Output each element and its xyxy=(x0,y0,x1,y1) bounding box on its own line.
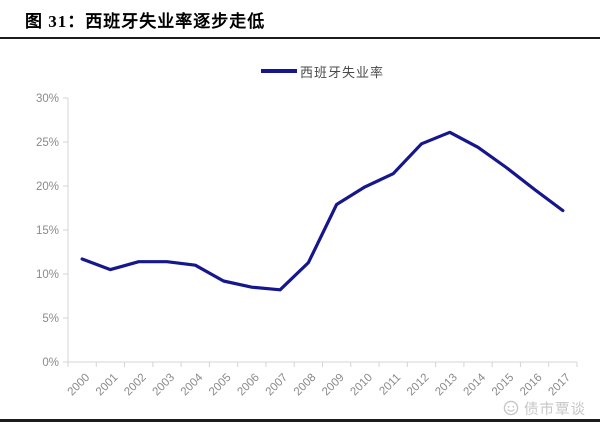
watermark-face-icon xyxy=(503,400,519,416)
figure-title: 图 31：西班牙失业率逐步走低 xyxy=(25,12,266,31)
y-tick-label: 10% xyxy=(36,269,59,281)
y-tick-label: 0% xyxy=(42,357,59,369)
legend-line-marker xyxy=(260,69,297,73)
watermark: 债市覃谈 xyxy=(502,398,586,418)
x-tick-label: 2013 xyxy=(433,372,460,399)
bottom-divider xyxy=(0,419,600,422)
y-tick-label: 25% xyxy=(36,137,59,149)
y-tick-label: 20% xyxy=(36,181,59,193)
x-tick-label: 2009 xyxy=(320,372,347,399)
y-tick-label: 30% xyxy=(36,93,59,105)
x-tick-label: 2004 xyxy=(179,371,206,398)
x-tick-label: 2010 xyxy=(348,372,375,399)
y-tick-label: 5% xyxy=(42,313,59,325)
legend-label: 西班牙失业率 xyxy=(299,64,384,80)
x-tick-label: 2016 xyxy=(518,372,545,399)
x-tick-label: 2011 xyxy=(377,372,403,398)
x-tick-label: 2008 xyxy=(292,372,319,399)
title-divider xyxy=(0,37,600,39)
x-tick-label: 2002 xyxy=(122,372,149,399)
x-tick-label: 2005 xyxy=(207,372,234,399)
x-tick-label: 2000 xyxy=(66,372,93,399)
y-tick-label: 15% xyxy=(36,225,59,237)
x-tick-label: 2014 xyxy=(462,371,489,398)
x-tick-label: 2003 xyxy=(151,372,178,399)
chart-legend: 西班牙失业率 xyxy=(68,62,577,80)
unemployment-rate-line xyxy=(80,130,565,292)
watermark-label: 债市覃谈 xyxy=(524,401,586,418)
x-tick-label: 2006 xyxy=(235,372,262,399)
x-tick-label: 2001 xyxy=(94,372,121,399)
x-tick-label: 2017 xyxy=(546,372,573,399)
x-tick-label: 2007 xyxy=(264,372,291,399)
x-tick-label: 2015 xyxy=(490,372,517,399)
x-tick-label: 2012 xyxy=(405,372,432,399)
